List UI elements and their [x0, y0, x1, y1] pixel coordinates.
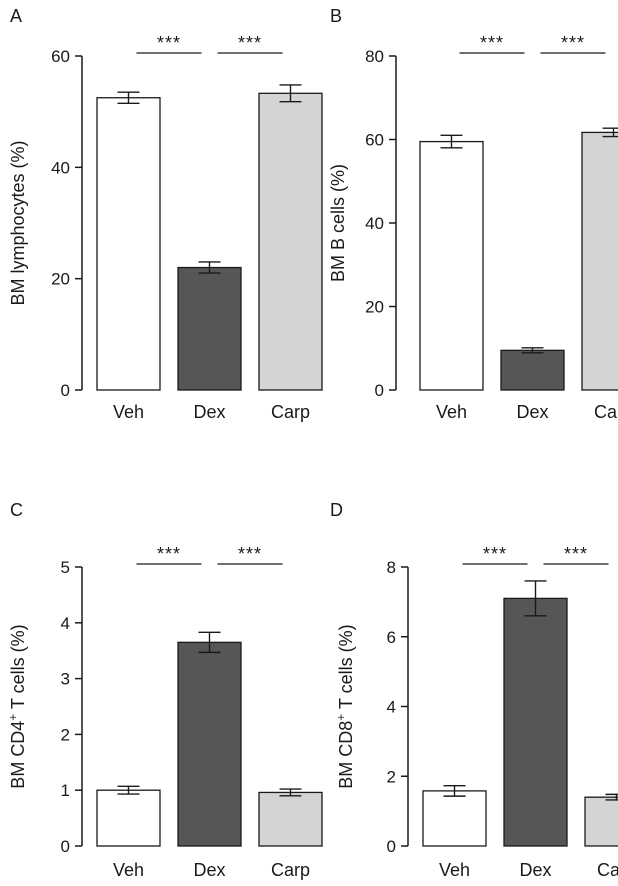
- x-category-label-dex: Dex: [519, 860, 551, 880]
- y-tick-label: 3: [61, 670, 70, 689]
- chart-panel-d: D 0 2 4 6 8 BM CD8+ T cells (%) Veh Dex Carp *** **…: [330, 500, 618, 880]
- chart-panel-a: A 0 20 40 60 BM lymphocytes (%) Veh Dex Carp *** *…: [8, 6, 323, 422]
- bar-carp: [581, 131, 618, 391]
- y-tick-label: 20: [365, 298, 384, 317]
- y-tick-label: 5: [61, 558, 70, 577]
- y-tick-label: 4: [61, 614, 70, 633]
- bar-veh: [422, 790, 487, 847]
- bar-veh: [96, 97, 161, 391]
- y-tick-label: 0: [61, 837, 70, 856]
- panel-letter-c: C: [10, 500, 23, 520]
- y-tick-label: 40: [51, 158, 70, 177]
- x-category-label-veh: Veh: [436, 402, 467, 422]
- x-category-label-dex: Dex: [193, 402, 225, 422]
- bar-carp: [258, 791, 323, 847]
- panel-letter-d: D: [330, 500, 343, 520]
- y-axis-title: BM B cells (%): [328, 164, 348, 282]
- significance-label: ***: [564, 544, 588, 564]
- y-tick-label: 40: [365, 214, 384, 233]
- significance-label: ***: [483, 544, 507, 564]
- x-category-label-veh: Veh: [439, 860, 470, 880]
- y-tick-label: 0: [375, 381, 384, 400]
- x-category-label-carp: Carp: [597, 860, 618, 880]
- y-tick-label: 0: [61, 381, 70, 400]
- y-axis-title: BM CD4+ T cells (%): [6, 624, 28, 788]
- y-tick-label: 20: [51, 270, 70, 289]
- x-category-label-carp: Carp: [271, 402, 310, 422]
- bar-carp: [584, 796, 618, 847]
- y-tick-label: 4: [387, 698, 396, 717]
- y-tick-label: 2: [61, 725, 70, 744]
- bar-dex: [177, 641, 242, 847]
- panel-letter-b: B: [330, 6, 342, 26]
- bar-veh: [96, 789, 161, 847]
- significance-label: ***: [238, 544, 262, 564]
- significance-label: ***: [157, 33, 181, 53]
- x-category-label-dex: Dex: [516, 402, 548, 422]
- bar-veh: [419, 140, 484, 391]
- significance-label: ***: [561, 33, 585, 53]
- y-tick-label: 2: [387, 767, 396, 786]
- x-category-label-veh: Veh: [113, 860, 144, 880]
- bar-dex: [500, 349, 565, 391]
- significance-label: ***: [238, 33, 262, 53]
- y-tick-label: 1: [61, 781, 70, 800]
- y-tick-label: 60: [365, 131, 384, 150]
- x-category-label-veh: Veh: [113, 402, 144, 422]
- x-category-label-carp: Carp: [594, 402, 618, 422]
- y-tick-label: 6: [387, 628, 396, 647]
- x-category-label-dex: Dex: [193, 860, 225, 880]
- bar-carp: [258, 92, 323, 391]
- y-axis-title: BM lymphocytes (%): [8, 140, 28, 305]
- chart-panel-c: C 0 1 2 3 4 5 BM CD4+ T cells (%) Veh Dex Carp *** *…: [6, 500, 323, 880]
- significance-label: ***: [157, 544, 181, 564]
- y-tick-label: 8: [387, 558, 396, 577]
- x-category-label-carp: Carp: [271, 860, 310, 880]
- y-tick-label: 60: [51, 47, 70, 66]
- y-axis-title: BM CD8+ T cells (%): [334, 624, 356, 788]
- bar-dex: [177, 266, 242, 391]
- y-tick-label: 0: [387, 837, 396, 856]
- panel-letter-a: A: [10, 6, 22, 26]
- chart-panel-b: B 0 20 40 60 80 BM B cells (%) Veh Dex Carp *** ***: [328, 6, 618, 422]
- y-tick-label: 80: [365, 47, 384, 66]
- bar-dex: [503, 597, 568, 847]
- significance-label: ***: [480, 33, 504, 53]
